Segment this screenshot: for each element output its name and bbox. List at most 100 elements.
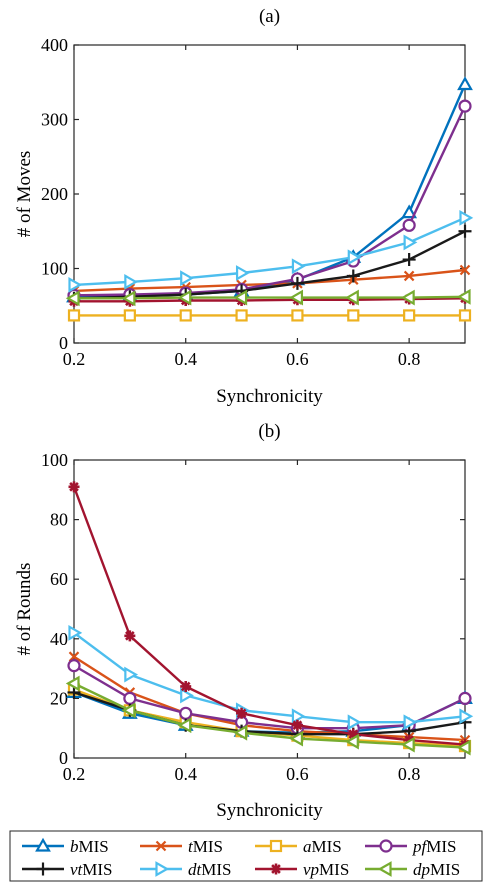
series-line-bMIS bbox=[73, 84, 467, 298]
data-point-dtMIS bbox=[347, 714, 362, 731]
panel-b-y-tick-label: 40 bbox=[50, 629, 68, 649]
legend-entry-pfMIS: pfMIS bbox=[365, 837, 456, 856]
legend-label-suffix: MIS bbox=[430, 860, 460, 879]
data-point-dpMIS bbox=[456, 739, 471, 756]
legend-marker-pfMIS bbox=[379, 839, 393, 853]
data-point-dpMIS bbox=[65, 290, 80, 307]
data-point-dpMIS bbox=[400, 289, 415, 306]
data-point-vpMIS bbox=[68, 481, 80, 493]
data-point-dtMIS bbox=[347, 249, 362, 266]
series-line-dpMIS bbox=[73, 682, 466, 749]
data-point-vpMIS bbox=[347, 728, 359, 740]
panel-a-y-axis-label: # of Moves bbox=[14, 151, 35, 238]
data-point-dtMIS bbox=[124, 274, 139, 290]
panel-b-series-dpMIS bbox=[65, 675, 471, 756]
data-point-dtMIS bbox=[68, 624, 83, 641]
data-point-dpMIS bbox=[233, 289, 248, 306]
data-point-dpMIS bbox=[400, 736, 415, 753]
data-point-dtMIS bbox=[235, 265, 250, 281]
panel-b-y-tick-label: 80 bbox=[50, 510, 68, 530]
data-point-dtMIS bbox=[180, 270, 194, 287]
data-point-dpMIS bbox=[345, 289, 359, 306]
data-point-pfMIS bbox=[67, 659, 81, 673]
panel-a-y-tick-label: 100 bbox=[41, 259, 68, 279]
data-point-vpMIS bbox=[236, 707, 248, 719]
data-point-bMIS bbox=[457, 76, 473, 91]
data-point-dpMIS bbox=[289, 730, 304, 747]
panel-a-series-bMIS bbox=[66, 76, 473, 303]
data-point-dpMIS bbox=[289, 289, 304, 306]
data-point-dtMIS bbox=[291, 258, 306, 275]
data-point-bMIS bbox=[401, 204, 418, 219]
series-line-pfMIS bbox=[73, 105, 467, 297]
legend-label-suffix: MIS bbox=[193, 837, 223, 856]
legend-label-suffix: MIS bbox=[79, 837, 109, 856]
data-point-pfMIS bbox=[458, 691, 472, 706]
panel-a-y-tick-label: 0 bbox=[59, 333, 68, 353]
legend-marker-vpMIS bbox=[270, 863, 282, 875]
legend-marker-dtMIS bbox=[155, 861, 170, 877]
data-point-dtMIS bbox=[68, 276, 83, 293]
series-line-pfMIS bbox=[73, 664, 466, 730]
data-point-dpMIS bbox=[121, 702, 136, 719]
legend-label-prefix: dp bbox=[413, 860, 430, 879]
data-point-vtMIS bbox=[346, 269, 360, 283]
data-point-dpMIS bbox=[65, 675, 80, 692]
legend-label-prefix: dt bbox=[188, 860, 203, 879]
panel-b-x-tick-label: 0.4 bbox=[174, 764, 197, 784]
legend-label-suffix: MIS bbox=[426, 837, 456, 856]
data-point-vpMIS bbox=[180, 680, 192, 692]
data-point-dtMIS bbox=[403, 234, 418, 251]
panel-b-x-tick-label: 0.8 bbox=[398, 764, 421, 784]
legend-label-dpMIS: dpMIS bbox=[413, 860, 460, 879]
data-point-dtMIS bbox=[459, 708, 474, 725]
series-line-dpMIS bbox=[74, 295, 466, 300]
panel-b-x-tick-label: 0.6 bbox=[286, 764, 309, 784]
data-point-dpMIS bbox=[177, 289, 192, 306]
data-point-tMIS bbox=[459, 264, 471, 276]
data-point-aMIS bbox=[403, 309, 416, 322]
data-point-dpMIS bbox=[345, 733, 359, 750]
panel-a-y-tick-label: 200 bbox=[41, 184, 68, 204]
data-point-tMIS bbox=[403, 270, 415, 282]
legend-label-aMIS: aMIS bbox=[303, 837, 342, 856]
data-point-vtMIS bbox=[402, 253, 416, 267]
panel-a-y-tick-label: 400 bbox=[41, 35, 68, 55]
data-point-dpMIS bbox=[233, 724, 248, 741]
panel-b-y-axis-label: # of Rounds bbox=[14, 563, 35, 656]
series-line-tMIS bbox=[73, 655, 466, 742]
legend-entry-tMIS: tMIS bbox=[140, 837, 223, 856]
data-point-aMIS bbox=[123, 309, 136, 322]
panel-a-x-tick-label: 0.6 bbox=[286, 349, 309, 369]
data-point-dtMIS bbox=[291, 708, 306, 725]
panel-b-title: (b) bbox=[258, 421, 280, 442]
legend-entry-dtMIS: dtMIS bbox=[140, 860, 231, 879]
data-point-dtMIS bbox=[459, 209, 474, 226]
data-point-dpMIS bbox=[177, 717, 192, 734]
panel-b-y-tick-label: 20 bbox=[50, 688, 68, 708]
panel-b-rounds-chart: (b) 0.2 0.4 0.6 0.8 0 20 40 60 80 100 Synchronicity… bbox=[14, 421, 474, 821]
legend-marker-bMIS bbox=[35, 837, 51, 852]
panel-b-y-tick-label: 100 bbox=[41, 450, 68, 470]
data-point-pfMIS bbox=[123, 691, 137, 706]
panel-b-axes-box bbox=[73, 459, 466, 759]
data-point-dtMIS bbox=[403, 714, 418, 731]
legend-label-tMIS: tMIS bbox=[188, 837, 223, 856]
legend-label-dtMIS: dtMIS bbox=[188, 860, 231, 879]
data-point-aMIS bbox=[67, 309, 81, 322]
legend-label-suffix: MIS bbox=[319, 860, 349, 879]
data-point-aMIS bbox=[179, 309, 192, 322]
legend-entry-vpMIS: vpMIS bbox=[255, 860, 349, 879]
data-point-aMIS bbox=[235, 309, 248, 322]
legend-marker-dpMIS bbox=[377, 861, 392, 877]
panel-b-x-tick-label: 0.2 bbox=[63, 764, 86, 784]
panel-a-x-tick-label: 0.8 bbox=[398, 349, 421, 369]
data-point-dpMIS bbox=[121, 290, 136, 307]
panel-a-title: (a) bbox=[259, 6, 280, 27]
series-line-dtMIS bbox=[73, 216, 466, 287]
panel-a-series-aMIS bbox=[67, 309, 472, 322]
data-point-aMIS bbox=[458, 309, 472, 322]
data-point-vpMIS bbox=[124, 630, 136, 642]
panel-b-series-dtMIS bbox=[68, 624, 474, 731]
